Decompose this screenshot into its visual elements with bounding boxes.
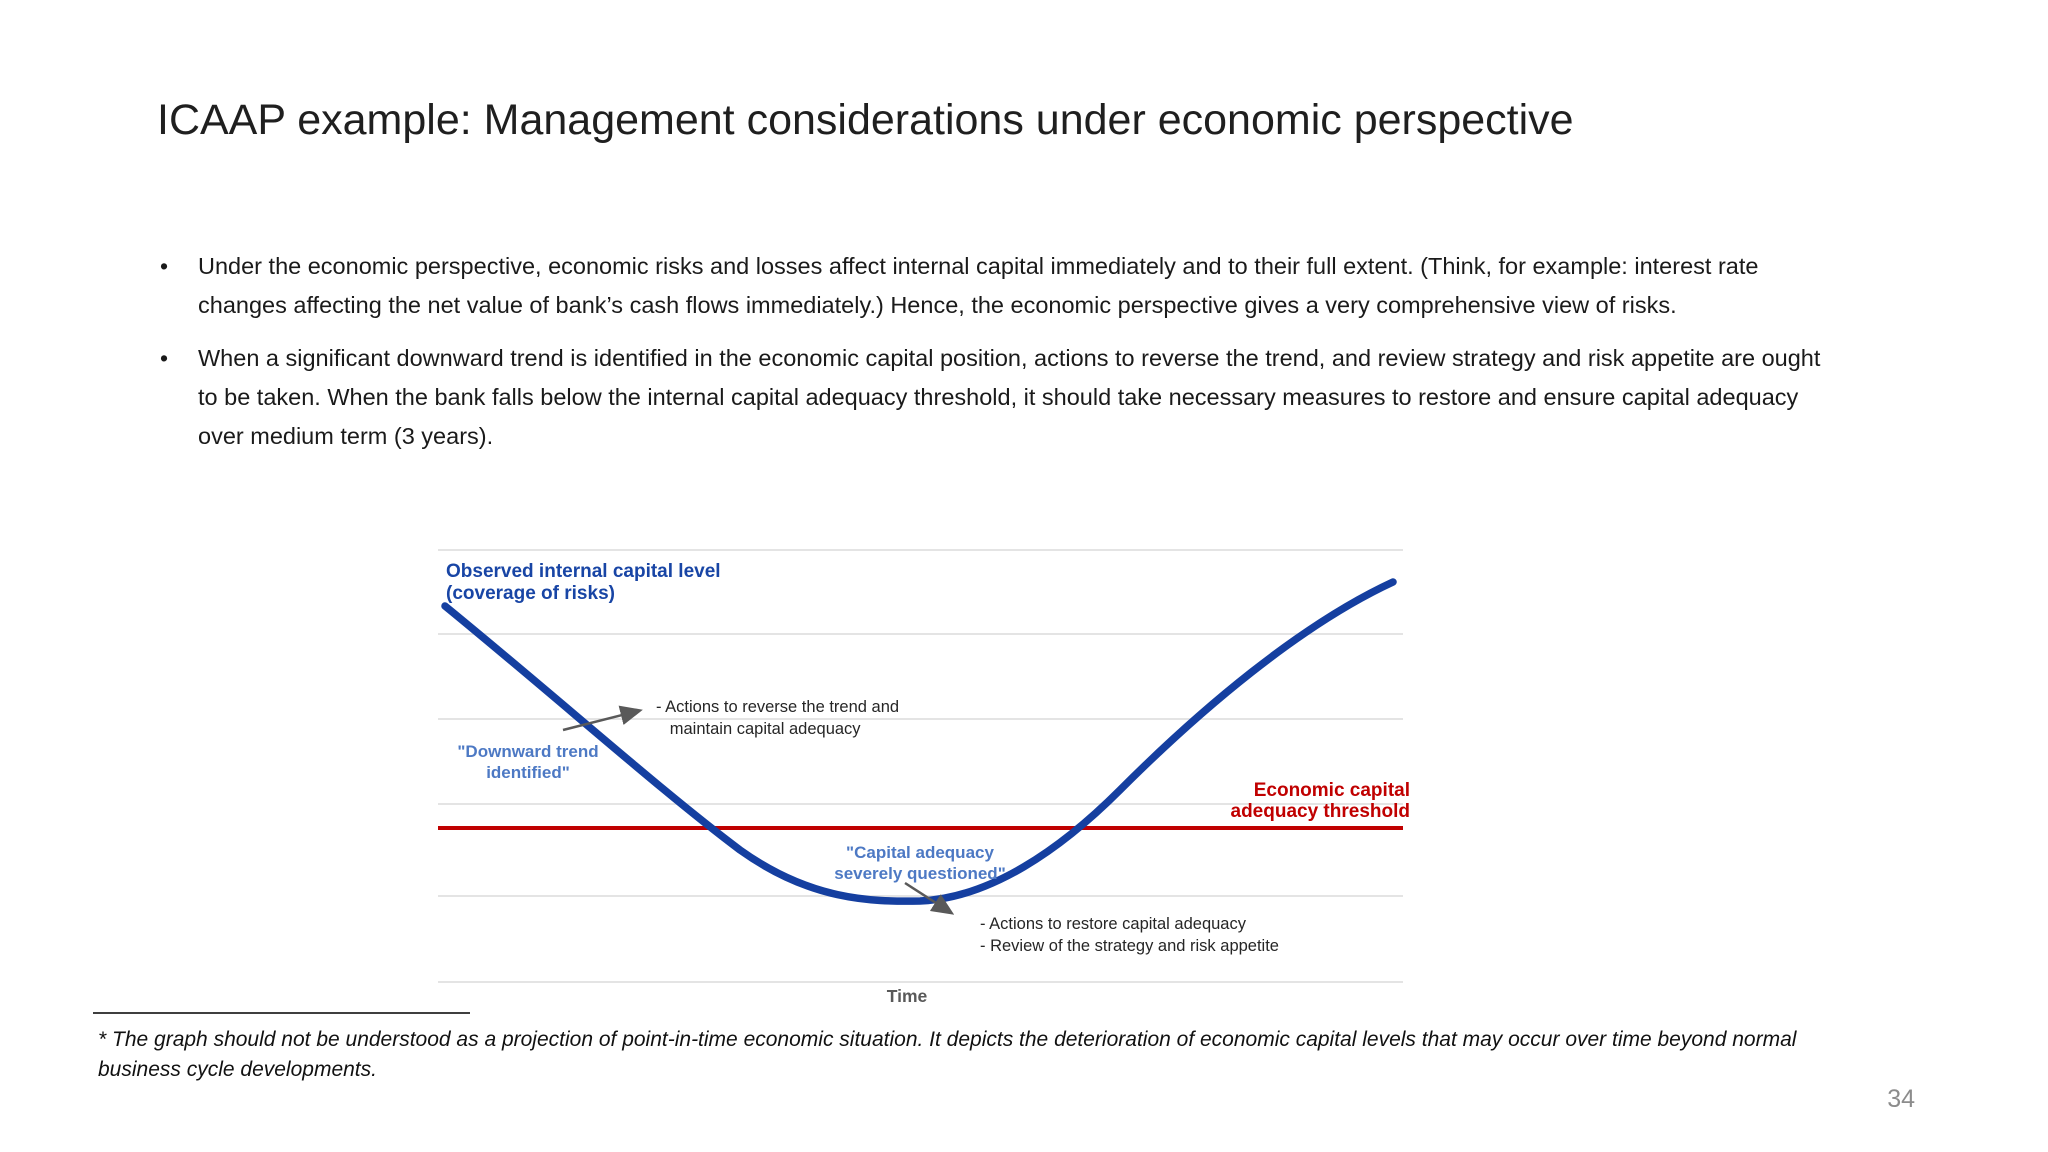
annotation-downward-trend: "Downward trend identified" [457,742,599,782]
reverse-trend-arrow-icon [562,705,643,732]
page-title: ICAAP example: Management considerations… [157,96,1574,144]
capital-level-chart: Observed internal capital level (coverag… [438,549,1410,1019]
footnote: * The graph should not be understood as … [98,1028,1797,1081]
bullet-text: Under the economic perspective, economic… [198,253,1759,318]
x-axis-label: Time [886,986,928,1006]
list-item: • When a significant downward trend is i… [160,339,1860,456]
restore-actions-arrow-icon [904,881,955,915]
bullet-icon: • [160,345,169,371]
bullet-icon: • [160,253,169,279]
gridlines [438,549,1403,983]
annotation-severely-questioned: "Capital adequacy severely questioned" [834,843,1006,883]
annotation-reverse-actions: - Actions to reverse the trend and maint… [656,698,900,738]
annotation-restore-actions: - Actions to restore capital adequacy - … [980,915,1279,955]
bullet-list: • Under the economic perspective, econom… [160,247,1860,470]
chart-canvas [438,549,1403,983]
page-number: 34 [1887,1085,1915,1113]
list-item: • Under the economic perspective, econom… [160,247,1860,325]
footnote-divider [93,1012,470,1014]
series-label: Observed internal capital level (coverag… [446,561,721,604]
capital-level-curve [441,578,1397,905]
threshold-label: Economic capital adequacy threshold [1230,780,1411,822]
bullet-text: When a significant downward trend is ide… [198,345,1821,449]
